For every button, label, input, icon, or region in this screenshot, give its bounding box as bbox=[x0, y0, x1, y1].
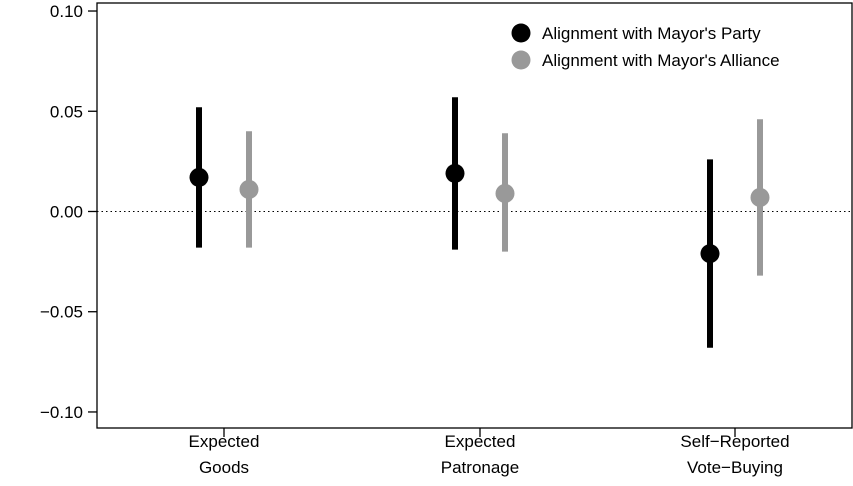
category-label-line1: Expected bbox=[445, 432, 516, 451]
category-labels: Expected Goods Expected Patronage Self−Repor… bbox=[189, 432, 790, 477]
y-tick-label: 0.00 bbox=[50, 202, 83, 221]
point-estimate bbox=[239, 179, 259, 199]
legend-label: Alignment with Mayor's Party bbox=[542, 24, 761, 43]
plot-axes: 0.10 0.05 0.00 −0.05 −0.10 bbox=[40, 2, 853, 437]
legend-label: Alignment with Mayor's Alliance bbox=[542, 51, 780, 70]
y-tick-label: 0.05 bbox=[50, 102, 83, 121]
plot-frame bbox=[96, 2, 853, 429]
category-label-line2: Goods bbox=[199, 458, 249, 477]
y-tick-label: 0.10 bbox=[50, 2, 83, 21]
category-label-line1: Expected bbox=[189, 432, 260, 451]
legend-marker bbox=[511, 50, 531, 70]
category-label-line2: Vote−Buying bbox=[687, 458, 783, 477]
point-estimate bbox=[495, 183, 515, 203]
point-estimate bbox=[189, 167, 209, 187]
y-tick-label: −0.05 bbox=[40, 303, 83, 322]
interval-marks bbox=[189, 97, 770, 348]
point-estimate bbox=[700, 244, 720, 264]
point-estimate bbox=[445, 163, 465, 183]
category-label-line2: Patronage bbox=[441, 458, 519, 477]
legend-marker bbox=[511, 23, 531, 43]
category-label-line1: Self−Reported bbox=[680, 432, 789, 451]
point-estimate bbox=[750, 187, 770, 207]
legend: Alignment with Mayor's Party Alignment wi… bbox=[511, 23, 780, 70]
y-tick-label: −0.10 bbox=[40, 403, 83, 422]
